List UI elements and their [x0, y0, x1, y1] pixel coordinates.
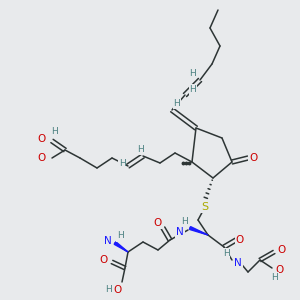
Text: O: O	[114, 285, 122, 295]
Text: O: O	[236, 235, 244, 245]
Text: H: H	[174, 98, 180, 107]
Polygon shape	[190, 226, 208, 235]
Polygon shape	[114, 242, 128, 252]
Text: O: O	[100, 255, 108, 265]
Text: H: H	[118, 158, 125, 167]
Text: H: H	[223, 250, 230, 259]
Text: H: H	[190, 85, 196, 94]
Text: H: H	[182, 218, 188, 226]
Text: H: H	[136, 145, 143, 154]
Text: H: H	[117, 232, 123, 241]
Text: H: H	[272, 274, 278, 283]
Text: O: O	[38, 134, 46, 144]
Text: N: N	[176, 227, 184, 237]
Text: H: H	[52, 128, 58, 136]
Text: H: H	[105, 286, 111, 295]
Text: N: N	[104, 236, 112, 246]
Text: O: O	[153, 218, 161, 228]
Text: O: O	[277, 245, 285, 255]
Text: N: N	[234, 258, 242, 268]
Text: O: O	[275, 265, 283, 275]
Text: O: O	[249, 153, 257, 163]
Text: S: S	[201, 202, 208, 212]
Text: O: O	[38, 153, 46, 163]
Text: H: H	[189, 68, 195, 77]
